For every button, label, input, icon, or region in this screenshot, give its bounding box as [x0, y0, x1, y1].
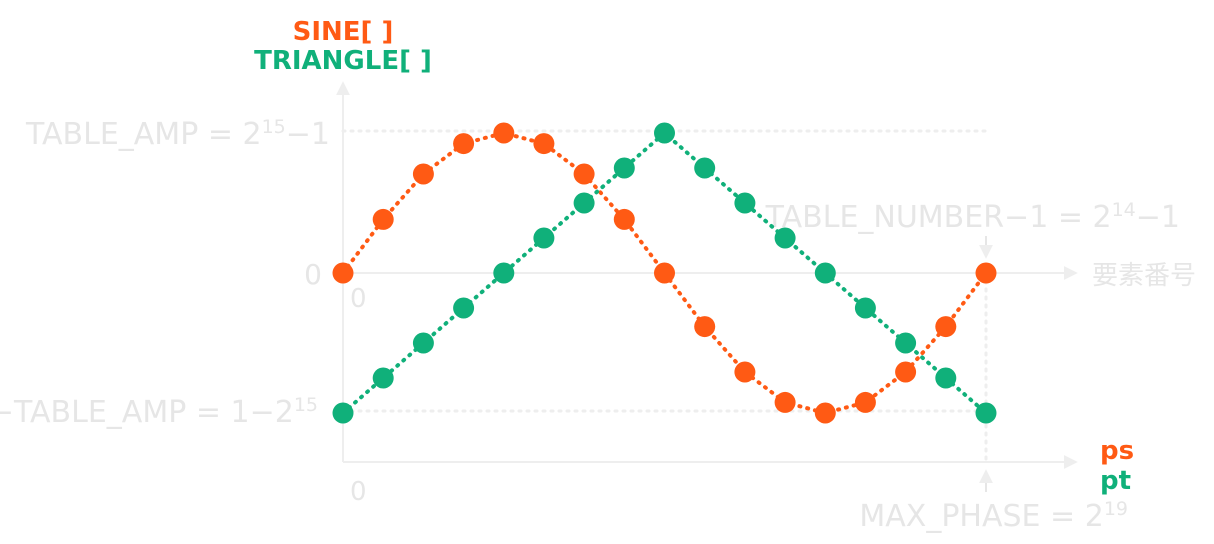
sine-point-6	[573, 163, 595, 185]
series-layer	[332, 122, 997, 424]
sine-point-7	[613, 208, 635, 230]
sine-point-4	[493, 122, 515, 144]
sine-point-0	[332, 262, 354, 284]
triangle-point-14	[895, 332, 917, 354]
sine-point-1	[372, 208, 394, 230]
max-phase-label: MAX_PHASE = 219	[859, 498, 1128, 534]
sine-point-5	[533, 133, 555, 155]
sine-point-14	[895, 361, 917, 383]
triangle-point-2	[412, 332, 434, 354]
sine-point-10	[734, 361, 756, 383]
triangle-point-3	[453, 297, 475, 319]
neg-table-amp-label: −TABLE_AMP = 1−215	[0, 394, 318, 430]
triangle-point-5	[533, 227, 555, 249]
triangle-point-9	[694, 157, 716, 179]
sine-point-12	[814, 402, 836, 424]
triangle-point-16	[975, 402, 997, 424]
triangle-point-8	[654, 122, 675, 144]
table-number-label: TABLE_NUMBER−1 = 214−1	[765, 199, 1180, 235]
triangle-point-1	[372, 367, 394, 389]
zero-inner-label: 0	[350, 284, 367, 314]
element-index-label: 要素番号	[1092, 261, 1196, 291]
triangle-point-11	[774, 227, 796, 249]
triangle-point-4	[493, 262, 515, 284]
sine-point-9	[694, 316, 716, 338]
triangle-point-13	[854, 297, 876, 319]
triangle-point-0	[332, 402, 354, 424]
triangle-title: TRIANGLE[ ]	[254, 46, 432, 76]
sine-point-3	[453, 133, 475, 155]
sine-point-13	[854, 391, 876, 413]
triangle-point-15	[935, 367, 957, 389]
zero-left-label: 0	[304, 258, 322, 291]
sine-title: SINE[ ]	[293, 17, 394, 47]
zero-bottom-label: 0	[350, 477, 367, 507]
ps-label: ps	[1100, 436, 1134, 466]
triangle-point-10	[734, 192, 756, 214]
sine-point-11	[774, 391, 796, 413]
table-amp-label: TABLE_AMP = 215−1	[25, 116, 330, 152]
triangle-point-7	[613, 157, 635, 179]
sine-point-16	[975, 262, 997, 284]
sine-point-15	[935, 316, 957, 338]
pt-label: pt	[1100, 466, 1131, 496]
sine-point-8	[654, 262, 675, 284]
triangle-point-6	[573, 192, 595, 214]
triangle-point-12	[814, 262, 836, 284]
sine-point-2	[412, 163, 434, 185]
